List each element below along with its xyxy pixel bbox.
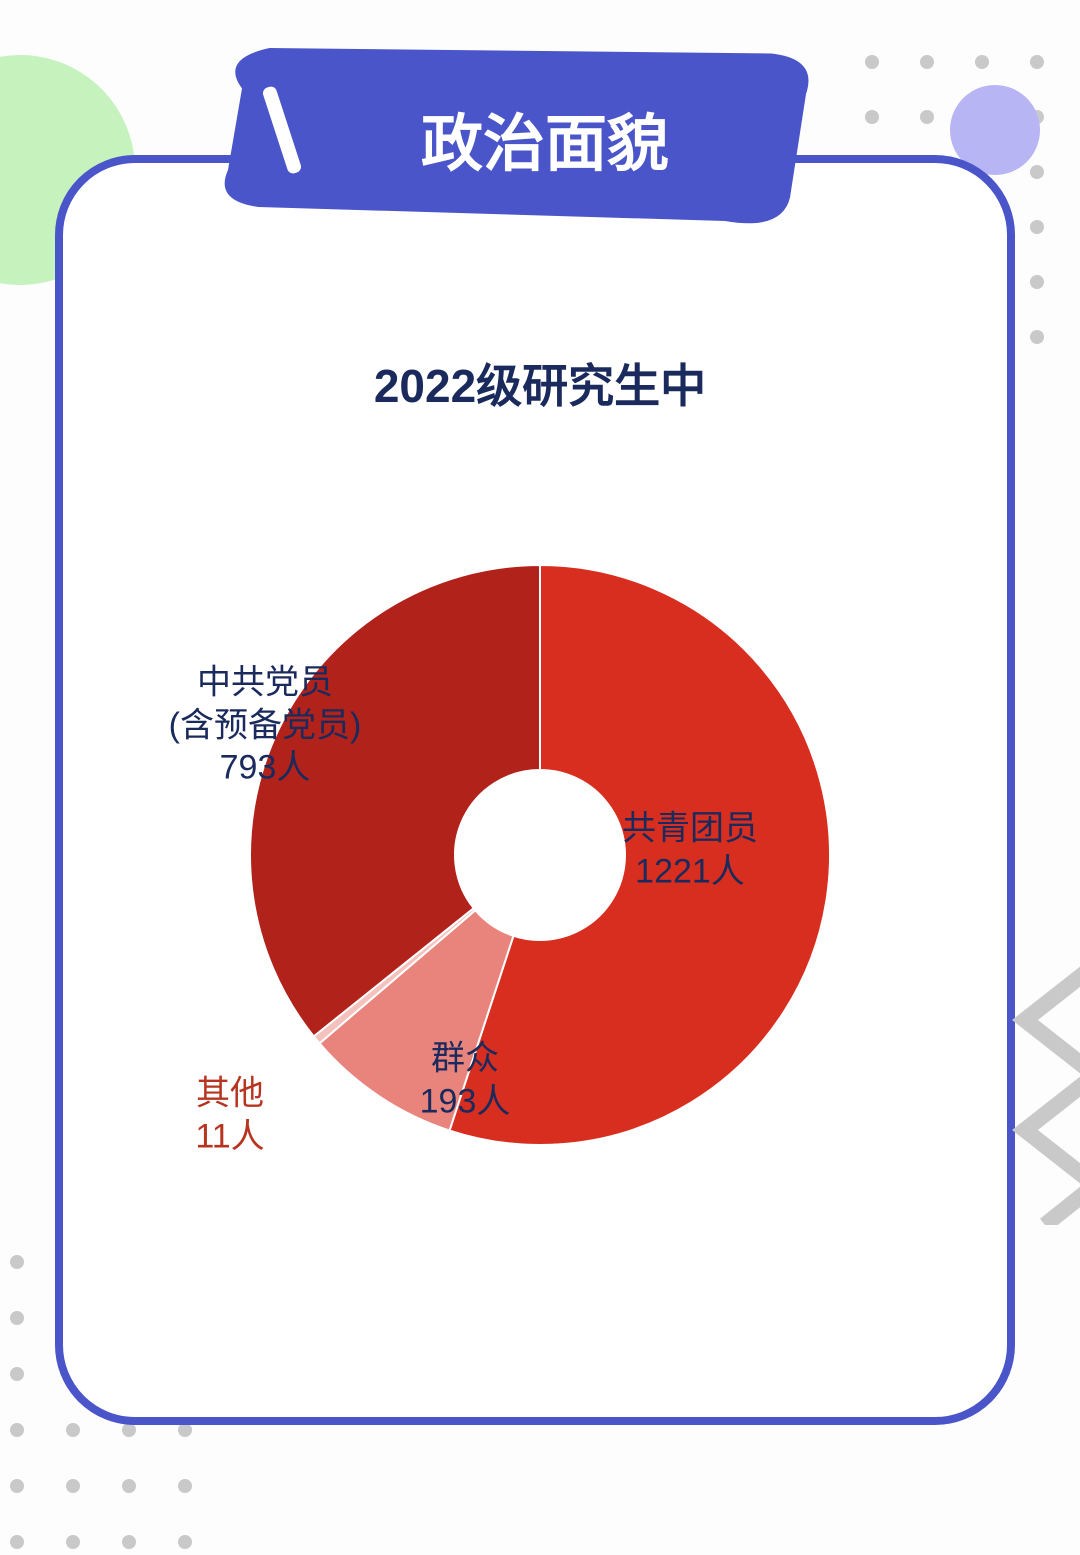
- deco-dot: [66, 1535, 80, 1549]
- deco-dot: [865, 55, 879, 69]
- deco-dot: [1030, 330, 1044, 344]
- deco-dot: [10, 1479, 24, 1493]
- deco-dot: [1030, 275, 1044, 289]
- deco-dot: [10, 1367, 24, 1381]
- deco-dot: [10, 1535, 24, 1549]
- deco-dot: [1030, 165, 1044, 179]
- slice-label-other: 其他11人: [195, 1073, 264, 1158]
- slice-label-masses: 群众193人: [420, 1038, 511, 1123]
- deco-dot: [178, 1535, 192, 1549]
- deco-dot: [920, 55, 934, 69]
- deco-dot: [122, 1423, 136, 1437]
- slice-label-ccp_member: 中共党员(含预备党员)793人: [169, 661, 362, 789]
- deco-dot: [122, 1535, 136, 1549]
- zigzag-deco: [1005, 965, 1080, 1225]
- chart-title: 2022级研究生中: [0, 350, 1080, 416]
- deco-dot: [10, 1255, 24, 1269]
- deco-dot: [178, 1423, 192, 1437]
- deco-dot: [122, 1479, 136, 1493]
- deco-dot: [178, 1479, 192, 1493]
- deco-dot: [1030, 55, 1044, 69]
- slice-label-youth_league: 共青团员1221人: [622, 808, 758, 893]
- header-title: 政治面貌: [421, 93, 669, 183]
- deco-dot: [66, 1423, 80, 1437]
- deco-dot: [975, 55, 989, 69]
- deco-dot: [920, 110, 934, 124]
- donut-hole: [455, 770, 625, 940]
- deco-dot: [865, 110, 879, 124]
- deco-dot: [10, 1423, 24, 1437]
- header-badge-text-wrap: 政治面貌: [220, 50, 810, 225]
- deco-dot: [1030, 220, 1044, 234]
- deco-dot: [10, 1311, 24, 1325]
- deco-dot: [66, 1479, 80, 1493]
